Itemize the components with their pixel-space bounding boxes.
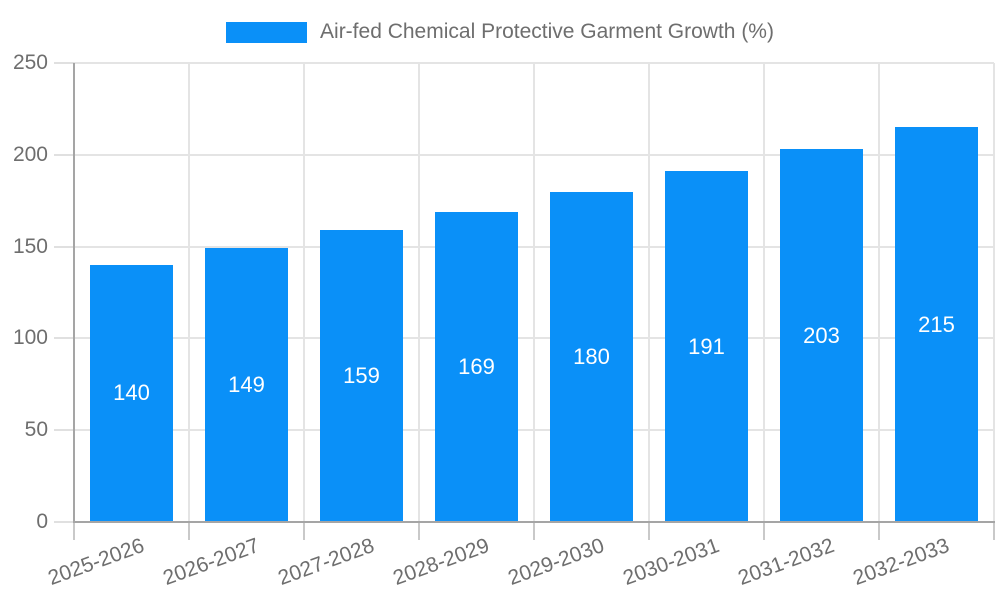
y-axis-tick [54,62,74,64]
y-axis-tick-label: 100 [12,326,48,350]
legend[interactable]: Air-fed Chemical Protective Garment Grow… [0,20,1000,44]
bar [780,149,863,522]
gridline-vertical [188,63,190,522]
bar-value-label: 149 [228,372,265,398]
y-axis-tick [54,521,74,523]
y-axis-tick [54,245,74,248]
bar [90,264,173,522]
x-axis-category-label: 2027-2028 [275,534,378,590]
x-axis-tick [188,522,190,540]
x-axis-tick [763,522,765,540]
gridline-vertical [878,63,880,522]
x-axis-tick [533,522,535,540]
x-axis-category-label: 2025-2026 [45,534,148,590]
gridline-vertical [418,63,420,522]
x-axis-category-label: 2026-2027 [160,534,263,590]
bar [665,171,748,522]
x-axis-tick [303,522,305,540]
y-axis-tick [54,153,74,156]
y-axis-tick [54,429,74,432]
y-axis-tick [54,337,74,340]
gridline-vertical [648,63,650,522]
x-axis-category-label: 2029-2030 [505,534,608,590]
x-axis-tick [993,522,995,540]
gridline-vertical [763,63,765,522]
x-axis-line [73,521,995,523]
gridline-vertical [993,63,995,522]
x-axis-category-label: 2028-2029 [390,534,493,590]
x-axis-tick [878,522,880,540]
bar-value-label: 169 [458,353,495,379]
bar [320,230,403,522]
y-axis-tick-label: 150 [12,234,48,258]
legend-label: Air-fed Chemical Protective Garment Grow… [320,20,774,43]
bar [205,248,288,522]
x-axis-category-label: 2031-2032 [735,534,838,590]
bar-value-label: 180 [573,343,610,369]
x-axis-category-label: 2030-2031 [620,534,723,590]
legend-swatch-icon [226,21,308,43]
x-axis-category-label: 2032-2033 [850,534,953,590]
x-axis-tick [418,522,420,540]
bar [435,211,518,522]
bar-value-label: 191 [688,333,725,359]
y-axis-tick-label: 200 [12,142,48,166]
y-axis-tick-label: 0 [36,510,48,533]
bar-value-label: 203 [803,322,840,348]
y-axis-tick-label: 250 [12,51,48,74]
bar-value-label: 215 [918,311,955,337]
bar [550,191,633,522]
bar [895,127,978,522]
gridline-vertical [303,63,305,522]
gridline-vertical [533,63,535,522]
x-axis-tick [648,522,650,540]
bar-value-label: 159 [343,363,380,389]
y-axis-tick-label: 50 [24,418,48,442]
y-axis-line [73,63,75,522]
bar-value-label: 140 [113,380,150,406]
x-axis-tick [73,522,75,540]
